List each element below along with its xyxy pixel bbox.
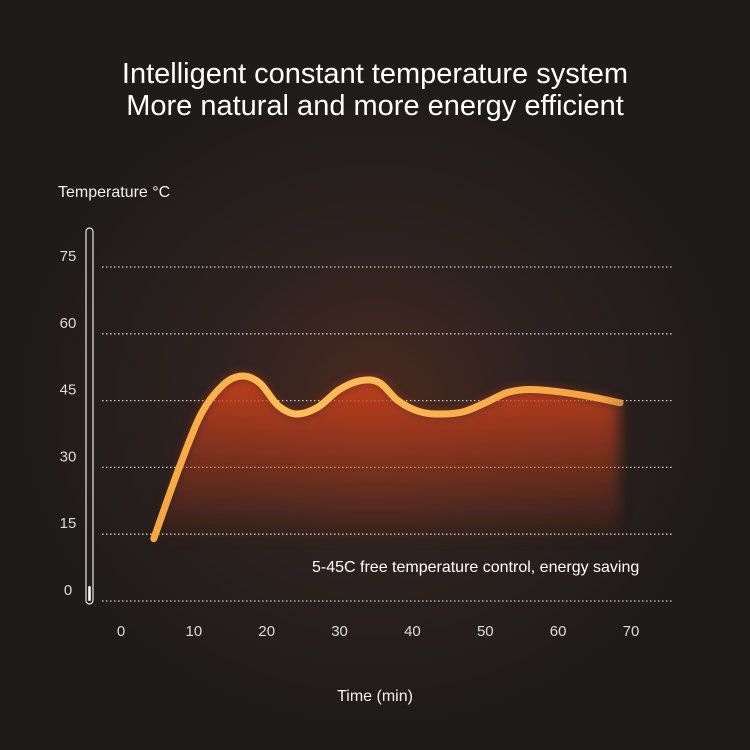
x-tick-label: 60 [550, 623, 567, 640]
y-axis-label: Temperature °C [58, 184, 171, 201]
y-tick-label: 60 [60, 315, 77, 332]
x-tick-label: 50 [477, 623, 494, 640]
thermometer-icon [85, 227, 94, 605]
temperature-line [150, 372, 624, 543]
x-tick-label: 10 [186, 623, 203, 640]
y-tick-label: 15 [60, 515, 77, 532]
chart-subtitle: More natural and more energy efficient [126, 90, 624, 122]
x-tick-label: 40 [404, 623, 421, 640]
temperature-area [153, 376, 621, 545]
y-tick-labels: 0 15 30 45 60 75 [60, 248, 77, 599]
chart-annotation: 5-45C free temperature control, energy s… [312, 559, 640, 576]
y-tick-label: 45 [60, 382, 77, 399]
y-tick-label: 0 [64, 582, 72, 599]
y-tick-label: 30 [60, 448, 77, 465]
x-tick-label: 20 [258, 623, 275, 640]
x-axis-label: Time (min) [337, 688, 413, 705]
x-tick-label: 0 [117, 623, 125, 640]
y-tick-label: 75 [60, 248, 77, 265]
x-tick-labels: 0 10 20 30 40 50 60 70 [117, 623, 640, 640]
chart-title: Intelligent constant temperature system [121, 58, 629, 90]
x-tick-label: 30 [331, 623, 348, 640]
x-tick-label: 70 [623, 623, 640, 640]
